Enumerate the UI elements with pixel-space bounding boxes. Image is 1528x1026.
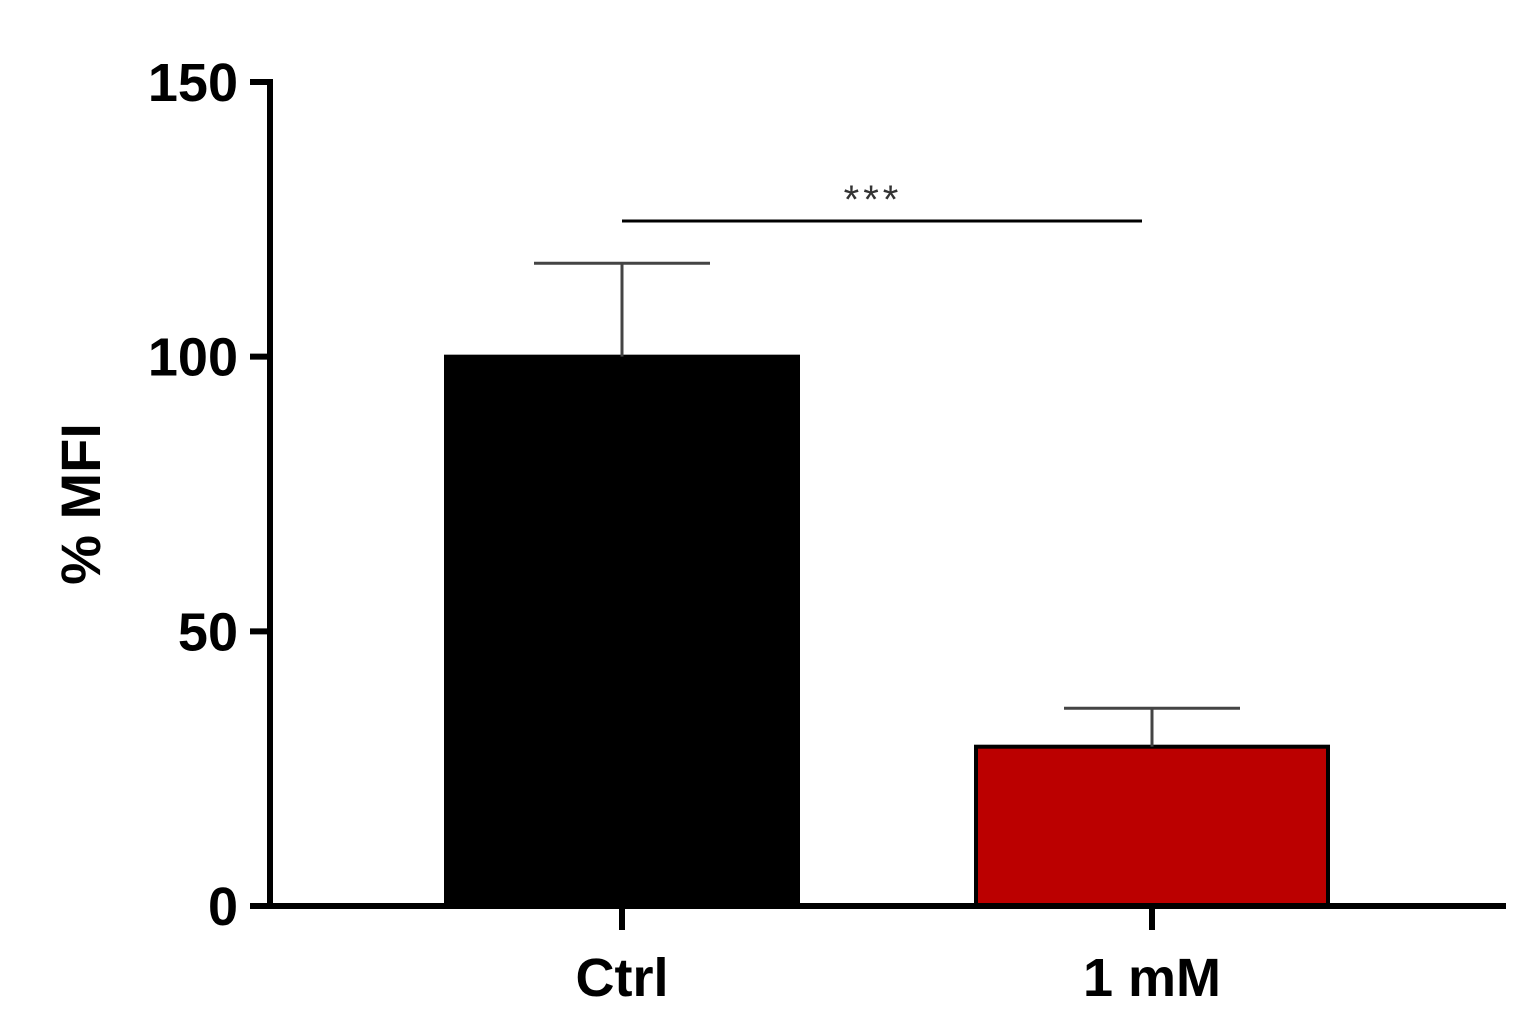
bar-ctrl — [444, 354, 800, 908]
significance-label: *** — [844, 178, 903, 222]
error-bars-layer — [534, 261, 1240, 747]
x-ticks: Ctrl 1 mM — [576, 906, 1221, 1008]
y-axis-title: % MFI — [49, 423, 112, 585]
bars-layer — [444, 354, 1330, 909]
bar-1-mm — [974, 744, 1330, 909]
x-tick-label-ctrl: Ctrl — [576, 948, 669, 1008]
y-tick-label-50: 50 — [178, 602, 238, 662]
y-tick-label-0: 0 — [208, 877, 238, 937]
x-tick-label-1-mm: 1 mM — [1083, 948, 1221, 1008]
y-tick-label-150: 150 — [148, 53, 238, 113]
y-tick-label-100: 100 — [148, 328, 238, 388]
y-ticks: 0 50 100 150 — [148, 53, 270, 937]
significance-annotation: *** — [622, 178, 1142, 223]
axes-layer — [250, 79, 1506, 909]
